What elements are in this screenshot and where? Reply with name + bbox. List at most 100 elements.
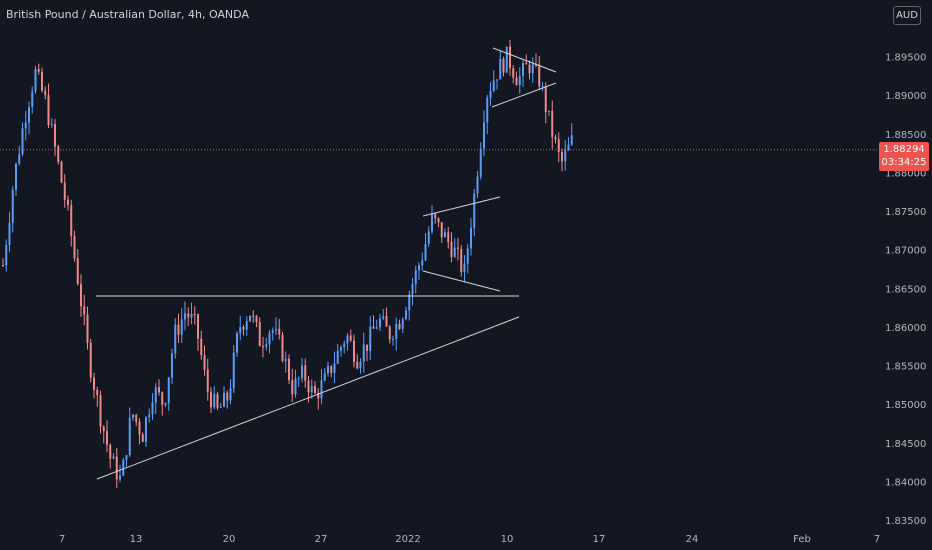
candle-body xyxy=(496,79,498,81)
time-tick-label: 13 xyxy=(130,534,143,545)
pennant-lower-line xyxy=(491,82,557,108)
time-axis: 7 13 20 27 2022 10 17 24 Feb 7 xyxy=(59,534,880,545)
candle-body xyxy=(8,222,11,245)
price-tick-label: 1.87000 xyxy=(885,246,926,257)
candle-body xyxy=(444,232,446,238)
candle-body xyxy=(294,378,297,395)
candle-body xyxy=(47,95,50,126)
candle-body xyxy=(284,358,287,361)
candle-body xyxy=(401,319,404,329)
candle-body xyxy=(210,391,212,408)
candle-body xyxy=(24,122,27,129)
candle-body xyxy=(473,193,476,229)
candle-body xyxy=(541,86,544,88)
candle-body xyxy=(213,393,216,408)
candle-body xyxy=(479,148,482,177)
candle-body xyxy=(93,377,95,390)
candle-body xyxy=(301,365,303,379)
candle-body xyxy=(197,314,199,339)
candle-body xyxy=(109,444,112,459)
candle-body xyxy=(349,335,352,341)
candle-body xyxy=(564,150,567,162)
candle-body xyxy=(258,322,261,347)
candle-body xyxy=(132,414,134,418)
candle-body xyxy=(297,378,300,380)
candle-body xyxy=(323,373,326,381)
price-tick-label: 1.85500 xyxy=(885,362,926,373)
candle-body xyxy=(2,265,4,267)
candle-body xyxy=(356,361,359,369)
candles xyxy=(2,39,573,489)
candle-body xyxy=(317,392,320,399)
candle-body xyxy=(343,343,346,348)
candle-body xyxy=(398,323,401,329)
candle-body xyxy=(190,314,193,318)
candle-body xyxy=(440,222,443,238)
last-price-value: 1.88294 xyxy=(883,144,925,155)
candle-body xyxy=(557,139,560,153)
candle-body xyxy=(570,135,573,145)
candle-body xyxy=(307,380,310,393)
candle-body xyxy=(262,346,264,348)
time-tick-label: 17 xyxy=(593,534,606,545)
candle-body xyxy=(548,110,550,112)
candle-body xyxy=(128,417,131,456)
candle-body xyxy=(255,316,258,323)
candle-body xyxy=(499,58,502,80)
price-axis: 1.83500 1.84000 1.84500 1.85000 1.85500 1.860… xyxy=(885,53,926,527)
candle-body xyxy=(330,365,333,373)
candle-body xyxy=(86,314,89,343)
candle-body xyxy=(148,414,151,418)
candle-body xyxy=(369,326,372,351)
candle-body xyxy=(99,395,102,427)
candle-body xyxy=(57,146,60,162)
candle-body xyxy=(463,263,466,272)
candle-body xyxy=(372,326,375,329)
candle-body xyxy=(314,385,316,393)
candle-body xyxy=(219,406,222,408)
candle-body xyxy=(447,232,450,242)
price-tick-label: 1.85000 xyxy=(885,400,926,411)
candle-body xyxy=(340,347,342,351)
candle-body xyxy=(161,392,164,405)
candle-body xyxy=(281,334,284,361)
candle-body xyxy=(21,128,24,155)
candle-body xyxy=(236,333,238,353)
candle-body xyxy=(388,326,391,340)
candle-body xyxy=(525,63,528,65)
candle-body xyxy=(551,110,554,138)
time-tick-label: 7 xyxy=(874,534,880,545)
candle-body xyxy=(288,358,290,381)
price-tick-label: 1.84500 xyxy=(885,439,926,450)
time-tick-label: 7 xyxy=(59,534,65,545)
candle-body xyxy=(223,392,225,407)
candle-body xyxy=(102,426,105,432)
candle-body xyxy=(466,248,469,264)
candle-body xyxy=(310,385,313,393)
candle-body xyxy=(265,344,268,347)
candle-body xyxy=(112,456,115,459)
time-tick-label: Feb xyxy=(793,534,811,545)
candle-body xyxy=(249,315,251,322)
candle-body xyxy=(492,80,495,91)
candle-body xyxy=(385,316,388,327)
candle-body xyxy=(424,243,427,261)
time-tick-label: 27 xyxy=(315,534,328,545)
bar-countdown: 03:34:25 xyxy=(881,157,927,168)
candle-body xyxy=(187,313,190,318)
candle-body xyxy=(544,86,547,112)
candle-body xyxy=(184,313,186,320)
candle-body xyxy=(232,352,235,389)
candle-body xyxy=(28,107,30,123)
candle-body xyxy=(437,218,440,223)
candle-body xyxy=(203,355,206,370)
candle-body xyxy=(67,199,69,206)
candle-body xyxy=(138,421,141,435)
candle-body xyxy=(408,294,411,311)
candle-body xyxy=(359,361,362,369)
candle-body xyxy=(336,350,339,364)
candle-body xyxy=(353,340,355,362)
candle-body xyxy=(171,353,173,378)
currency-badge[interactable]: AUD xyxy=(893,6,921,25)
